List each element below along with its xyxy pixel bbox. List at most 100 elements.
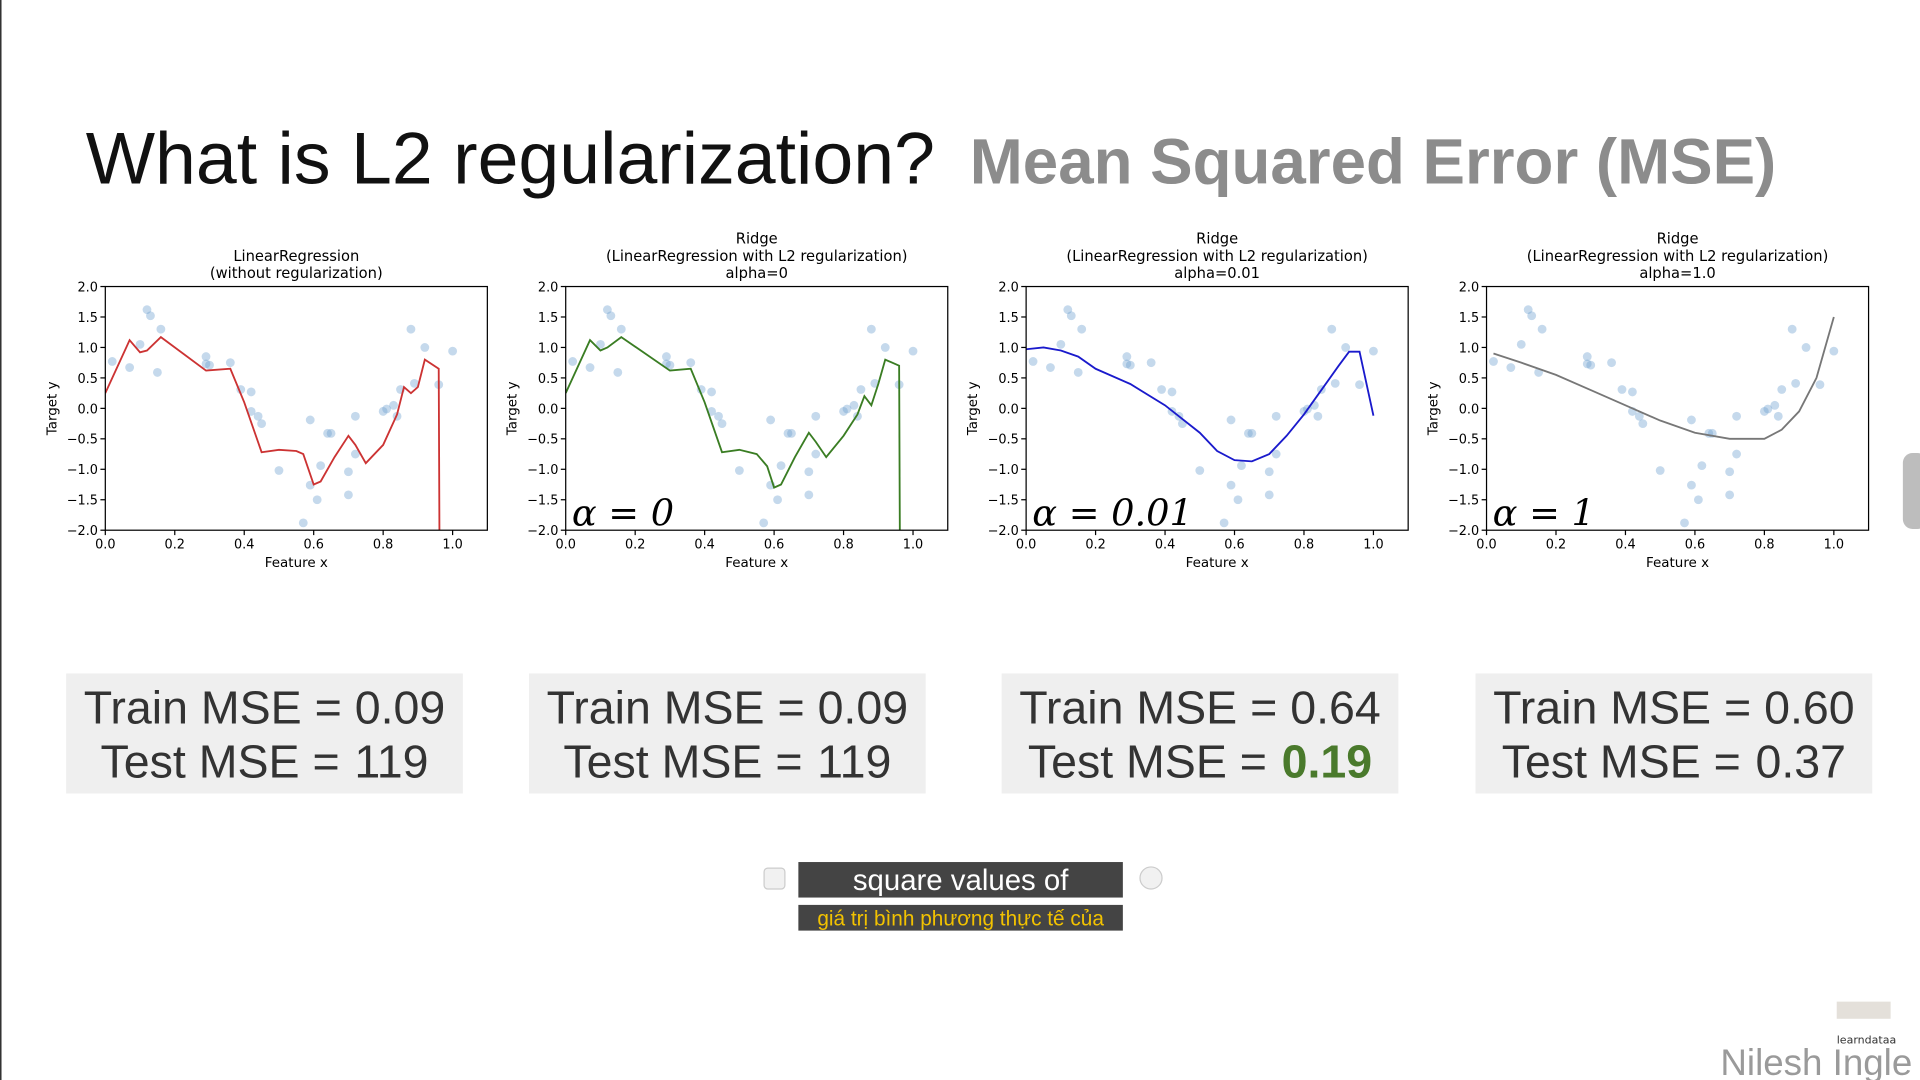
data-point xyxy=(1355,380,1364,390)
chart-title: (LinearRegression with L2 regularization… xyxy=(606,248,908,265)
data-point xyxy=(298,518,308,528)
data-point xyxy=(125,363,135,372)
x-tick-label: 1.0 xyxy=(1824,538,1844,553)
data-point xyxy=(1077,324,1087,334)
y-tick-label: −1.0 xyxy=(988,463,1019,478)
caption-translation: giá trị bình phương thực tế của xyxy=(817,908,1104,931)
x-axis-label: Feature x xyxy=(725,556,788,571)
x-tick-label: 1.0 xyxy=(442,538,462,553)
data-point xyxy=(406,324,416,334)
x-tick-label: 0.8 xyxy=(833,538,853,553)
data-point xyxy=(1271,411,1281,421)
x-tick-label: 0.0 xyxy=(1016,538,1036,553)
test-mse-label: Test MSE = xyxy=(1028,736,1267,788)
data-point xyxy=(152,368,162,377)
side-tab[interactable] xyxy=(1902,453,1920,529)
data-point xyxy=(717,419,727,429)
alpha-annotation: α = 0 xyxy=(572,491,674,534)
data-point xyxy=(344,490,353,500)
y-tick-label: 0.0 xyxy=(998,402,1018,417)
chart: Ridge(LinearRegression with L2 regulariz… xyxy=(1427,231,1870,571)
data-point xyxy=(1763,404,1773,414)
data-point xyxy=(1787,324,1797,334)
chart: Ridge(LinearRegression with L2 regulariz… xyxy=(506,231,949,571)
x-tick-label: 0.2 xyxy=(625,538,645,553)
x-tick-label: 0.6 xyxy=(764,538,784,553)
data-point xyxy=(811,411,821,421)
data-point xyxy=(1687,480,1696,490)
train-mse: Train MSE = 0.64 xyxy=(1019,682,1381,734)
data-point xyxy=(842,404,852,414)
data-point xyxy=(804,490,814,500)
chart-title: LinearRegression xyxy=(233,248,359,265)
data-point xyxy=(1506,363,1516,372)
data-point xyxy=(1582,359,1592,369)
watermark-brand: learndataa xyxy=(1837,1033,1896,1046)
data-point xyxy=(665,360,675,370)
data-point xyxy=(1066,311,1076,321)
data-point xyxy=(201,359,211,369)
data-point xyxy=(585,363,595,372)
mse-box-bg xyxy=(66,673,463,794)
x-tick-label: 1.0 xyxy=(1363,538,1383,553)
chart: LinearRegression(without regularization)… xyxy=(45,248,488,571)
data-point xyxy=(686,358,696,368)
mse-box-bg xyxy=(1475,673,1873,794)
data-point xyxy=(350,411,360,421)
caption-text: square values of xyxy=(853,864,1069,897)
plot-frame xyxy=(1025,285,1409,531)
slide-subtitle: Mean Squared Error (MSE) xyxy=(970,127,1776,198)
test-mse-value: 0.37 xyxy=(1756,736,1847,788)
y-tick-label: 1.5 xyxy=(998,311,1018,326)
y-tick-label: 0.0 xyxy=(538,402,558,417)
data-point xyxy=(1516,339,1526,349)
data-point xyxy=(880,343,890,352)
y-tick-label: −0.5 xyxy=(67,433,98,448)
caption-icon[interactable] xyxy=(763,867,786,890)
data-point xyxy=(1829,346,1839,356)
plot-area xyxy=(105,305,458,531)
fit-line xyxy=(1026,346,1375,463)
data-point xyxy=(776,461,786,471)
y-tick-label: −0.5 xyxy=(988,433,1019,448)
data-point xyxy=(378,407,388,416)
chart-title: alpha=0.01 xyxy=(1174,265,1260,282)
chart-title: alpha=0 xyxy=(726,265,788,282)
data-point xyxy=(1537,324,1547,334)
data-point xyxy=(1627,387,1637,397)
y-tick-label: −2.0 xyxy=(67,524,98,539)
chart-title: Ridge xyxy=(1196,231,1238,248)
slide-title: What is L2 regularization? xyxy=(86,117,935,200)
data-point xyxy=(849,400,859,410)
x-tick-label: 0.4 xyxy=(1615,538,1635,553)
data-point xyxy=(1122,359,1132,369)
y-tick-label: 1.0 xyxy=(1459,341,1479,356)
data-point xyxy=(908,346,918,356)
plot-area xyxy=(1489,305,1839,528)
data-point xyxy=(1489,357,1498,366)
data-point xyxy=(1815,380,1825,390)
x-tick-label: 0.8 xyxy=(1294,538,1314,553)
data-point xyxy=(1226,480,1236,490)
plot-frame xyxy=(1485,285,1870,531)
plot-frame xyxy=(565,285,949,531)
caption-add-icon[interactable] xyxy=(1139,866,1163,890)
plot-frame xyxy=(104,285,488,531)
data-point xyxy=(773,495,782,505)
data-point xyxy=(1725,490,1735,500)
y-tick-label: 0.0 xyxy=(1459,402,1479,417)
data-point xyxy=(613,368,623,377)
data-point xyxy=(1697,461,1707,471)
y-tick-label: −2.0 xyxy=(1448,524,1479,539)
data-point xyxy=(1527,311,1537,321)
x-tick-label: 0.2 xyxy=(1085,538,1105,553)
data-point xyxy=(1680,518,1689,528)
chart-title: Ridge xyxy=(1657,231,1699,248)
data-point xyxy=(1226,415,1236,425)
data-point xyxy=(1791,378,1801,388)
data-point xyxy=(1341,343,1351,352)
watermark-author: Nilesh Ingle xyxy=(1720,1042,1912,1080)
